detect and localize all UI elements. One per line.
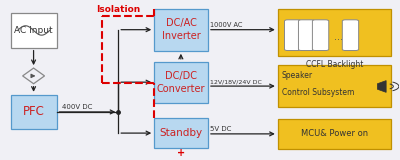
Text: Isolation: Isolation bbox=[96, 5, 141, 14]
Text: DC/DC
Converter: DC/DC Converter bbox=[157, 71, 205, 94]
Polygon shape bbox=[377, 81, 386, 92]
Text: Standby: Standby bbox=[160, 128, 203, 138]
Text: AC Input: AC Input bbox=[14, 26, 53, 35]
Text: CCFL Backlight: CCFL Backlight bbox=[306, 60, 363, 69]
Text: Speaker: Speaker bbox=[282, 71, 313, 80]
FancyBboxPatch shape bbox=[154, 118, 208, 148]
FancyBboxPatch shape bbox=[278, 119, 391, 149]
Text: 12V/18V/24V DC: 12V/18V/24V DC bbox=[210, 80, 262, 84]
FancyBboxPatch shape bbox=[278, 65, 391, 107]
Text: 400V DC: 400V DC bbox=[62, 104, 93, 110]
Text: DC/AC
Inverter: DC/AC Inverter bbox=[162, 18, 200, 41]
Text: ...: ... bbox=[334, 32, 342, 42]
FancyBboxPatch shape bbox=[298, 20, 315, 51]
FancyBboxPatch shape bbox=[154, 62, 208, 103]
FancyBboxPatch shape bbox=[154, 8, 208, 51]
Text: MCU& Power on: MCU& Power on bbox=[301, 129, 368, 138]
FancyBboxPatch shape bbox=[284, 20, 301, 51]
FancyBboxPatch shape bbox=[312, 20, 329, 51]
Text: +: + bbox=[177, 148, 185, 158]
FancyBboxPatch shape bbox=[342, 20, 359, 51]
Text: 1000V AC: 1000V AC bbox=[210, 22, 242, 28]
FancyBboxPatch shape bbox=[11, 95, 56, 129]
Text: 5V DC: 5V DC bbox=[210, 126, 231, 132]
Text: PFC: PFC bbox=[23, 105, 44, 118]
FancyBboxPatch shape bbox=[278, 8, 391, 56]
Text: Control Subsystem: Control Subsystem bbox=[282, 88, 354, 97]
FancyBboxPatch shape bbox=[11, 13, 56, 48]
